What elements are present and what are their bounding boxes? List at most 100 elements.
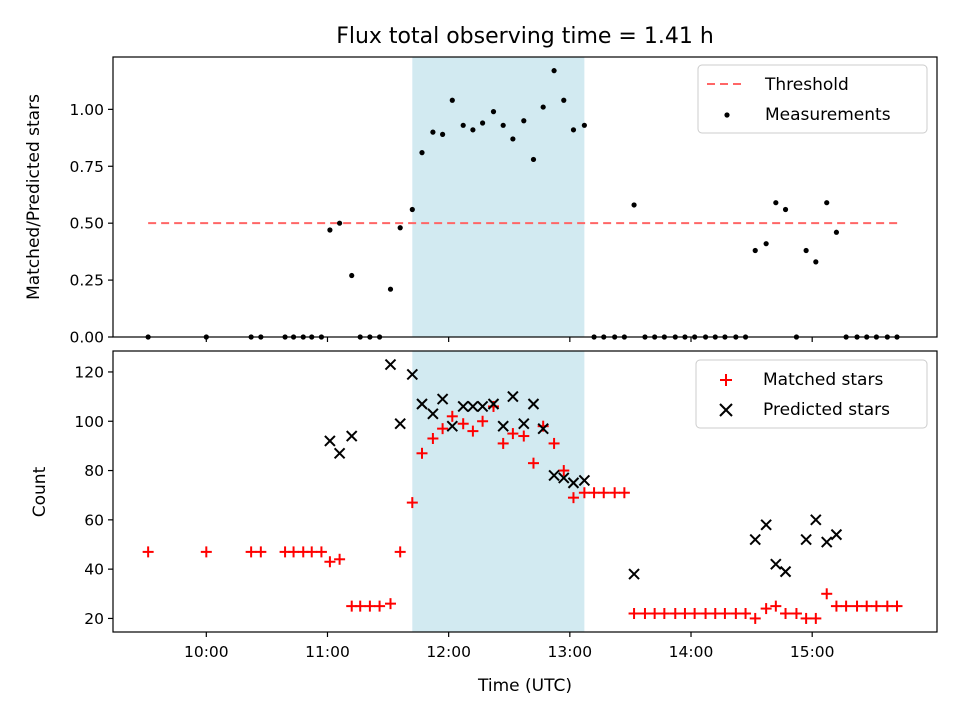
predicted-star-point [324, 435, 336, 447]
matched-star-point [245, 546, 257, 558]
predicted-star-point [567, 477, 580, 489]
bottom-x-tick-label: 13:00 [547, 643, 592, 661]
top-axes-frame [112, 56, 938, 338]
matched-star-point [446, 410, 458, 422]
predicted-star-point [416, 398, 428, 410]
predicted-star-point [779, 565, 792, 578]
measurement-point [551, 68, 557, 74]
predicted-star-point [384, 358, 397, 371]
predicted-star-point [446, 420, 459, 432]
measurement-point [510, 136, 516, 142]
matched-star-point [870, 600, 882, 612]
measurement-point [409, 206, 415, 213]
matched-star-point [306, 546, 318, 558]
predicted-star-point [436, 393, 449, 405]
top-legend-box [697, 64, 928, 134]
legend-threshold-label: Threshold [764, 75, 849, 95]
measurement-point [581, 122, 587, 128]
matched-star-point [567, 492, 579, 504]
top-legend: Threshold Measurements [697, 64, 928, 134]
bottom-y-tick-label: 20 [84, 610, 104, 628]
matched-star-point [800, 612, 812, 624]
matched-star-point [780, 608, 792, 620]
measurement-point [530, 156, 537, 163]
matched-star-point [437, 423, 449, 435]
predicted-star-point [537, 422, 549, 435]
matched-star-point [861, 600, 873, 612]
matched-star-point [518, 430, 530, 442]
measurement-point [803, 247, 809, 254]
matched-star-point [790, 608, 802, 620]
top-y-tick-label: 0.75 [69, 158, 104, 176]
matched-star-point [477, 415, 489, 427]
matched-star-point [658, 608, 670, 620]
bottom-x-tick-label: 11:00 [305, 643, 350, 661]
bottom-x-tick-label: 15:00 [790, 643, 835, 661]
bottom-legend: Matched stars Predicted stars [695, 359, 928, 429]
measurement-point [763, 241, 769, 247]
predicted-star-point [760, 519, 772, 531]
chart-title: Flux total observing time = 1.41 h [336, 24, 714, 49]
matched-star-point [315, 546, 327, 558]
predicted-star-point [406, 368, 419, 381]
matched-star-point [891, 600, 903, 612]
matched-star-point [288, 546, 300, 558]
matched-star-point [406, 497, 418, 509]
matched-star-point [427, 433, 439, 445]
matched-star-point [628, 608, 640, 620]
matched-star-point [840, 600, 852, 612]
predicted-star-point [457, 400, 469, 413]
matched-star-point [394, 546, 406, 558]
matched-star-point [709, 608, 721, 620]
matched-star-point [700, 608, 712, 620]
predicted-stars-points [324, 358, 843, 580]
matched-star-point [679, 608, 691, 620]
predicted-star-point [749, 533, 761, 546]
measurement-point [782, 206, 789, 213]
measurement-point [561, 97, 567, 103]
matched-star-point [689, 608, 701, 620]
measurement-point [419, 150, 425, 156]
predicted-star-point [527, 398, 540, 410]
matched-star-point [639, 608, 651, 620]
matched-star-point [730, 608, 742, 620]
matched-star-point [142, 546, 154, 558]
predicted-star-point [427, 408, 439, 420]
matched-star-point [548, 437, 560, 449]
bottom-y-axis-label: Count [30, 466, 50, 517]
legend-matched-swatch [720, 374, 732, 386]
measurement-point [449, 97, 455, 103]
measurement-point [430, 129, 436, 135]
measurement-point [570, 127, 577, 133]
matched-star-point [558, 465, 570, 477]
measurement-point [470, 127, 476, 133]
predicted-star-point [830, 528, 843, 541]
measurement-point [824, 200, 830, 206]
top-panel: 0.00 0.25 0.50 0.75 1.00 Matched/Predicted s… [24, 56, 938, 347]
legend-predicted-swatch [719, 403, 733, 417]
predicted-star-point [467, 400, 479, 413]
measurement-point [349, 272, 355, 279]
top-y-tick-label: 0.25 [69, 272, 104, 290]
measurement-point [490, 109, 497, 115]
bottom-x-tick-label: 12:00 [426, 643, 471, 661]
matched-star-point [364, 600, 376, 612]
predicted-star-point [628, 568, 640, 580]
predicted-star-point [770, 558, 782, 570]
measurement-point [337, 220, 343, 226]
matched-star-point [527, 457, 539, 469]
predicted-star-point [346, 430, 358, 442]
matched-star-point [851, 600, 863, 612]
measurement-point [500, 122, 506, 128]
measurement-point [460, 122, 466, 128]
top-y-tick-label: 0.00 [69, 329, 104, 347]
measurement-point [479, 120, 486, 126]
predicted-star-point [548, 469, 560, 482]
x-axis-label: Time (UTC) [477, 676, 572, 696]
matched-star-point [598, 487, 610, 499]
top-y-ticks: 0.00 0.25 0.50 0.75 1.00 [69, 101, 113, 347]
top-shaded-span [412, 57, 585, 337]
bottom-shaded-span [412, 351, 585, 632]
predicted-star-point [810, 514, 822, 526]
